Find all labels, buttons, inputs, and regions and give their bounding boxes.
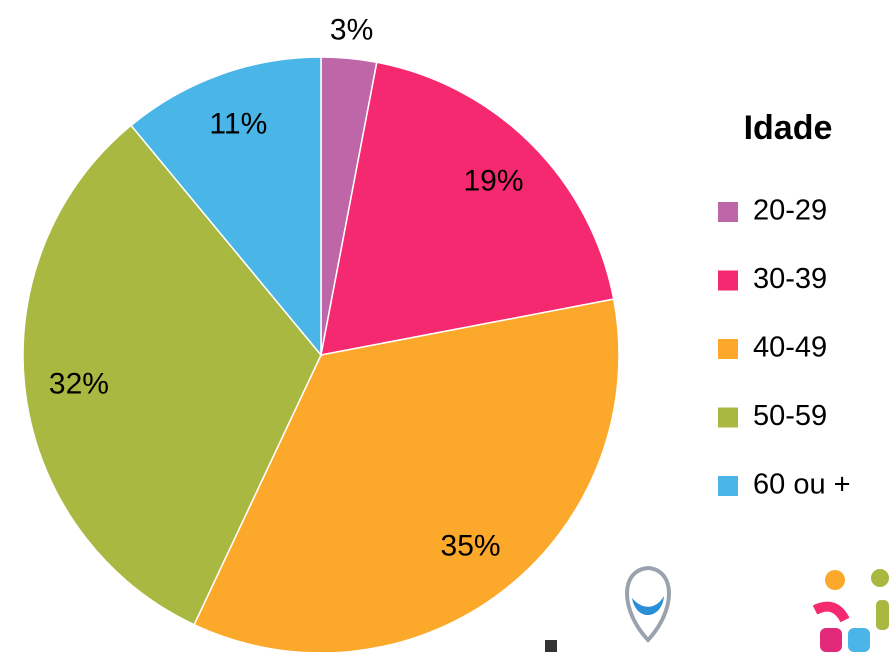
legend-label: 60 ou +	[753, 469, 851, 501]
legend-swatch	[718, 476, 738, 496]
data-label: 35%	[441, 530, 501, 563]
legend-swatch	[718, 407, 738, 428]
data-label: 11%	[209, 107, 267, 140]
legend-label: 30-39	[753, 263, 827, 295]
pie-slice	[129, 56, 322, 358]
legend-swatch	[718, 270, 738, 291]
logo	[545, 565, 889, 652]
data-label: 19%	[464, 164, 524, 197]
legend-swatch	[718, 202, 738, 222]
legend-label: 40-49	[753, 332, 827, 364]
legend-swatch	[718, 339, 738, 359]
legend-title: Idade	[744, 109, 833, 147]
legend-label: 50-59	[753, 400, 827, 432]
data-label: 3%	[330, 13, 373, 46]
data-label: 32%	[49, 368, 109, 401]
pie-slice	[22, 124, 322, 626]
pie-slice	[320, 61, 615, 356]
legend-label: 20-29	[753, 195, 827, 227]
pie-slice	[193, 298, 620, 652]
